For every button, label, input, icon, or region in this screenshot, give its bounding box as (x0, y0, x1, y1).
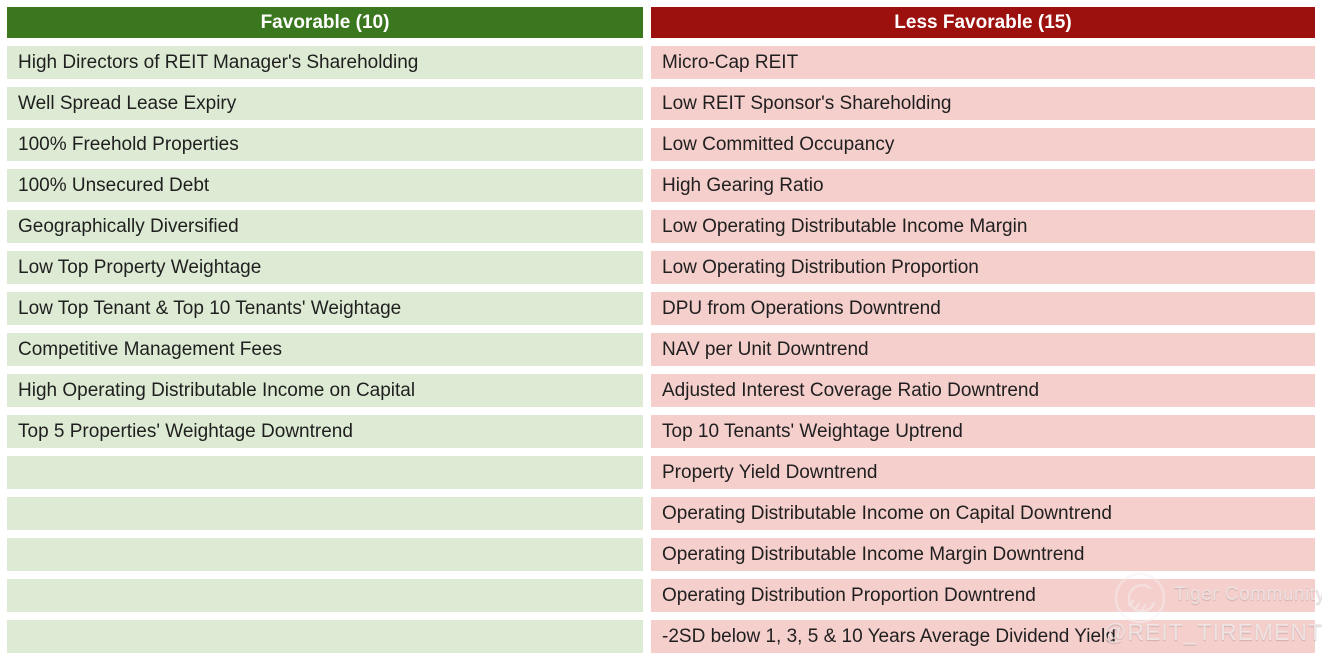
table-row: Geographically Diversified (7, 210, 643, 243)
table-row: Well Spread Lease Expiry (7, 87, 643, 120)
table-row: Micro-Cap REIT (651, 46, 1315, 79)
table-row (7, 620, 643, 653)
table-row: 100% Unsecured Debt (7, 169, 643, 202)
table-row (7, 579, 643, 612)
table-row: NAV per Unit Downtrend (651, 333, 1315, 366)
less-favorable-header: Less Favorable (15) (651, 7, 1315, 38)
table-row: Operating Distributable Income Margin Do… (651, 538, 1315, 571)
favorable-rows: High Directors of REIT Manager's Shareho… (7, 38, 643, 653)
table-row: Low REIT Sponsor's Shareholding (651, 87, 1315, 120)
table-row (7, 538, 643, 571)
favorable-column: Favorable (10) High Directors of REIT Ma… (7, 7, 643, 653)
comparison-table: Favorable (10) High Directors of REIT Ma… (7, 7, 1315, 653)
table-row: 100% Freehold Properties (7, 128, 643, 161)
table-row: High Directors of REIT Manager's Shareho… (7, 46, 643, 79)
table-row: Operating Distribution Proportion Downtr… (651, 579, 1315, 612)
table-row: Low Operating Distributable Income Margi… (651, 210, 1315, 243)
table-row: Adjusted Interest Coverage Ratio Downtre… (651, 374, 1315, 407)
table-row (7, 456, 643, 489)
table-row: High Operating Distributable Income on C… (7, 374, 643, 407)
table-row: DPU from Operations Downtrend (651, 292, 1315, 325)
table-row: Top 10 Tenants' Weightage Uptrend (651, 415, 1315, 448)
table-row: Low Operating Distribution Proportion (651, 251, 1315, 284)
favorable-header: Favorable (10) (7, 7, 643, 38)
less-favorable-rows: Micro-Cap REIT Low REIT Sponsor's Shareho… (651, 38, 1315, 653)
table-row: -2SD below 1, 3, 5 & 10 Years Average Di… (651, 620, 1315, 653)
table-row: Top 5 Properties' Weightage Downtrend (7, 415, 643, 448)
table-row: Operating Distributable Income on Capita… (651, 497, 1315, 530)
table-row: High Gearing Ratio (651, 169, 1315, 202)
less-favorable-column: Less Favorable (15) Micro-Cap REIT Low RE… (651, 7, 1315, 653)
table-row: Low Top Tenant & Top 10 Tenants' Weighta… (7, 292, 643, 325)
table-row: Low Committed Occupancy (651, 128, 1315, 161)
table-row: Low Top Property Weightage (7, 251, 643, 284)
table-row: Property Yield Downtrend (651, 456, 1315, 489)
table-row: Competitive Management Fees (7, 333, 643, 366)
table-row (7, 497, 643, 530)
